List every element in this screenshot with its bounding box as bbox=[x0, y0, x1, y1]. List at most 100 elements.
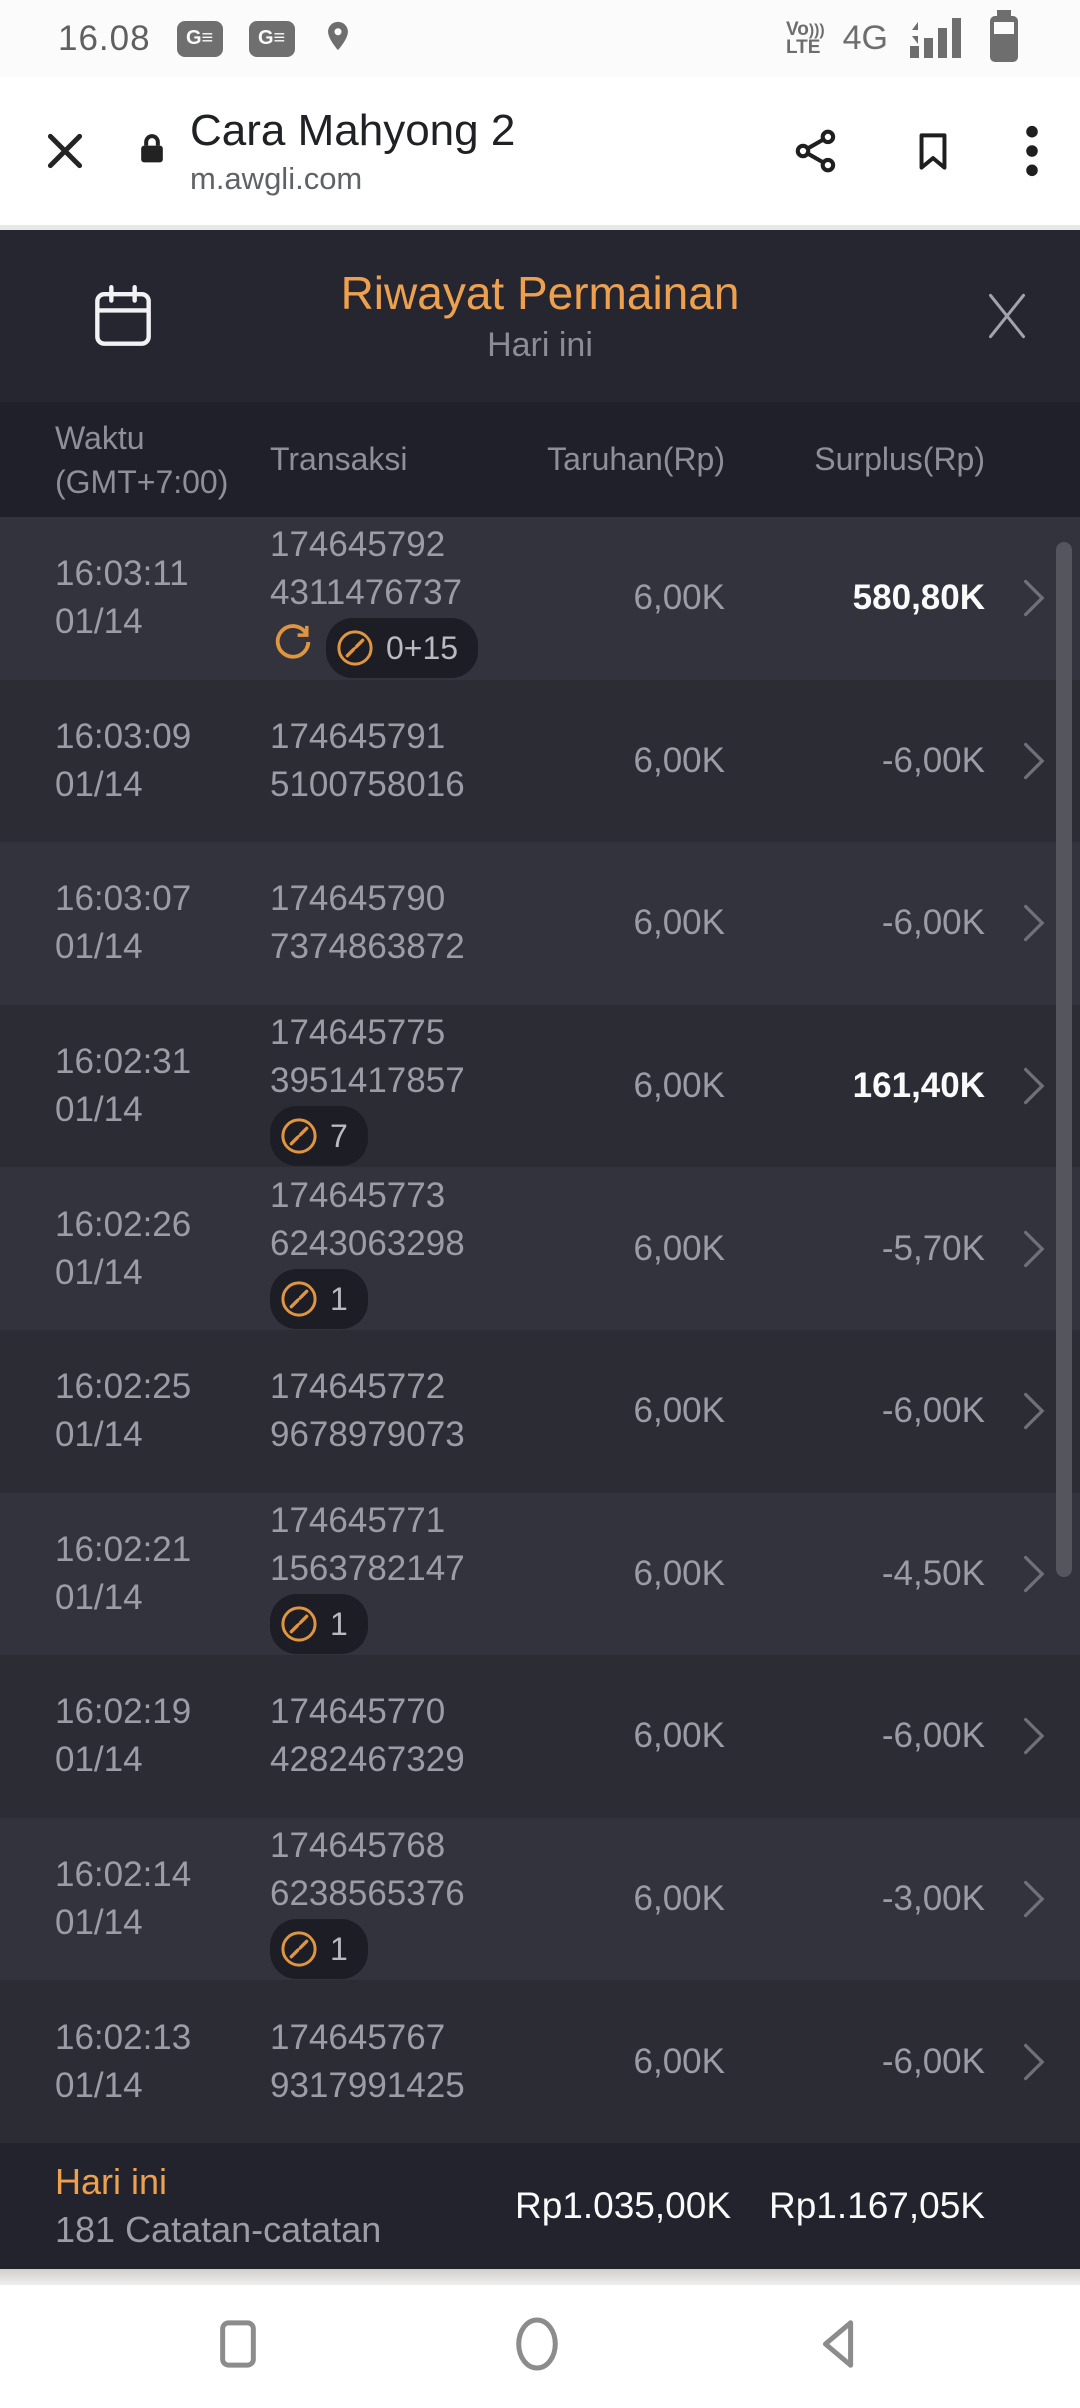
table-row[interactable]: 16:02:19 01/14 174645770 4282467329 6,00… bbox=[0, 1655, 1080, 1818]
table-header-row: Waktu (GMT+7:00) Transaksi Taruhan(Rp) S… bbox=[0, 402, 1080, 517]
overflow-menu-button[interactable] bbox=[1024, 124, 1040, 178]
row-bet: 6,00K bbox=[633, 1228, 725, 1268]
footer-period-label: Hari ini bbox=[55, 2160, 168, 2202]
row-surplus: -6,00K bbox=[881, 740, 985, 780]
column-header-surplus: Surplus(Rp) bbox=[814, 441, 985, 477]
page-title: Cara Mahyong 2 bbox=[190, 106, 516, 155]
share-button[interactable] bbox=[790, 125, 842, 177]
row-transaction: 174645775 3951417857 7 bbox=[215, 1009, 515, 1167]
back-button[interactable] bbox=[813, 2315, 865, 2373]
chevron-right-icon bbox=[985, 1714, 1080, 1758]
row-time: 16:03:07 01/14 bbox=[55, 879, 192, 967]
modal-title: Riwayat Permainan bbox=[340, 267, 740, 319]
row-time: 16:03:11 01/14 bbox=[55, 554, 189, 642]
row-time: 16:02:13 01/14 bbox=[55, 2017, 192, 2105]
chevron-right-icon bbox=[985, 576, 1080, 620]
chevron-right-icon bbox=[985, 1064, 1080, 1108]
row-transaction: 174645768 6238565376 1 bbox=[215, 1822, 515, 1980]
row-surplus: -6,00K bbox=[881, 903, 985, 943]
chevron-right-icon bbox=[985, 901, 1080, 945]
row-transaction: 174645772 9678979073 bbox=[270, 1367, 465, 1455]
signal-bars-icon bbox=[906, 12, 968, 65]
row-bet: 6,00K bbox=[633, 1391, 725, 1431]
row-surplus: -6,00K bbox=[881, 2041, 985, 2081]
footer-total-surplus: Rp1.167,05K bbox=[768, 2184, 985, 2226]
page-url[interactable]: m.awgli.com bbox=[190, 161, 363, 196]
close-tab-button[interactable] bbox=[40, 126, 90, 176]
news-app-icon: G≡ bbox=[176, 20, 223, 57]
row-bet: 6,00K bbox=[633, 578, 725, 618]
table-row[interactable]: 16:02:13 01/14 174645767 9317991425 6,00… bbox=[0, 1980, 1080, 2143]
footer-total-bet: Rp1.035,00K bbox=[515, 2184, 732, 2226]
row-transaction: 174645791 5100758016 bbox=[270, 716, 465, 804]
history-rows: 16:03:11 01/14 174645792 4311476737 bbox=[0, 517, 1080, 2143]
column-header-waktu: Waktu (GMT+7:00) bbox=[55, 419, 229, 500]
chevron-right-icon bbox=[985, 1389, 1080, 1433]
battery-icon bbox=[986, 8, 1022, 69]
row-time: 16:02:26 01/14 bbox=[55, 1204, 192, 1292]
table-row[interactable]: 16:02:31 01/14 174645775 3951417857 7 bbox=[0, 1004, 1080, 1168]
row-bet: 6,00K bbox=[633, 1716, 725, 1756]
row-bet: 6,00K bbox=[633, 1066, 725, 1106]
row-surplus: -3,00K bbox=[881, 1879, 985, 1919]
bookmark-button[interactable] bbox=[908, 124, 958, 178]
row-time: 16:02:31 01/14 bbox=[55, 1042, 192, 1130]
network-type-label: 4G bbox=[842, 19, 888, 57]
row-surplus: -5,70K bbox=[881, 1228, 985, 1268]
table-row[interactable]: 16:02:25 01/14 174645772 9678979073 6,00… bbox=[0, 1329, 1080, 1493]
volte-icon: Vo))) LTE bbox=[785, 19, 825, 58]
location-pin-icon bbox=[321, 15, 355, 62]
row-transaction: 174645792 4311476737 bbox=[215, 521, 515, 679]
table-row[interactable]: 16:02:26 01/14 174645773 6243063298 1 bbox=[0, 1167, 1080, 1330]
free-spin-badge: 1 bbox=[270, 1593, 368, 1654]
browser-toolbar: Cara Mahyong 2 m.awgli.com bbox=[0, 77, 1080, 230]
row-transaction: 174645770 4282467329 bbox=[270, 1692, 465, 1780]
footer-record-count: 181 Catatan-catatan bbox=[55, 2208, 382, 2250]
row-transaction: 174645767 9317991425 bbox=[270, 2017, 465, 2105]
table-row[interactable]: 16:03:11 01/14 174645792 4311476737 bbox=[0, 517, 1080, 680]
home-button[interactable] bbox=[512, 2313, 562, 2375]
free-spin-badge: 1 bbox=[270, 1268, 368, 1329]
table-row[interactable]: 16:03:07 01/14 174645790 7374863872 6,00… bbox=[0, 842, 1080, 1005]
modal-close-icon[interactable] bbox=[974, 283, 1040, 349]
free-spin-badge: 1 bbox=[270, 1919, 368, 1980]
summary-footer: Hari ini 181 Catatan-catatan Rp1.035,00K… bbox=[0, 2142, 1080, 2269]
history-header: Riwayat Permainan Hari ini bbox=[0, 230, 1080, 402]
recents-button[interactable] bbox=[215, 2314, 261, 2374]
status-bar: 16.08 G≡ G≡ Vo))) LTE 4G bbox=[0, 0, 1080, 77]
lock-icon bbox=[132, 125, 172, 178]
row-surplus: -4,50K bbox=[881, 1553, 985, 1593]
row-bet: 6,00K bbox=[633, 1879, 725, 1919]
free-spin-badge: 7 bbox=[270, 1106, 368, 1167]
android-navigation-bar bbox=[0, 2284, 1080, 2403]
free-spin-badge: 0+15 bbox=[326, 618, 479, 679]
row-bet: 6,00K bbox=[633, 1553, 725, 1593]
row-bet: 6,00K bbox=[633, 903, 725, 943]
chevron-right-icon bbox=[985, 1552, 1080, 1596]
row-bet: 6,00K bbox=[633, 740, 725, 780]
row-surplus: -6,00K bbox=[881, 1716, 985, 1756]
modal-subtitle: Hari ini bbox=[487, 326, 593, 364]
row-time: 16:02:25 01/14 bbox=[55, 1367, 192, 1455]
table-row[interactable]: 16:03:09 01/14 174645791 5100758016 6,00… bbox=[0, 679, 1080, 843]
row-transaction: 174645771 1563782147 1 bbox=[215, 1497, 515, 1654]
row-time: 16:03:09 01/14 bbox=[55, 716, 192, 804]
column-header-taruhan: Taruhan(Rp) bbox=[547, 441, 725, 477]
chevron-right-icon bbox=[985, 1227, 1080, 1271]
history-panel: Riwayat Permainan Hari ini Waktu (GMT+7:… bbox=[0, 230, 1080, 2269]
row-surplus: 580,80K bbox=[852, 578, 985, 618]
scrollbar-thumb[interactable] bbox=[1056, 542, 1072, 1577]
row-transaction: 174645790 7374863872 bbox=[270, 879, 465, 967]
row-time: 16:02:14 01/14 bbox=[55, 1855, 192, 1943]
nav-divider bbox=[0, 2268, 1080, 2285]
respin-icon bbox=[270, 619, 316, 678]
row-time: 16:02:19 01/14 bbox=[55, 1692, 192, 1780]
table-row[interactable]: 16:02:14 01/14 174645768 6238565376 1 bbox=[0, 1817, 1080, 1981]
column-header-transaksi: Transaksi bbox=[270, 441, 408, 477]
news-app-icon: G≡ bbox=[248, 20, 295, 57]
table-row[interactable]: 16:02:21 01/14 174645771 1563782147 1 bbox=[0, 1492, 1080, 1656]
row-time: 16:02:21 01/14 bbox=[55, 1529, 192, 1617]
chevron-right-icon bbox=[985, 739, 1080, 783]
status-clock: 16.08 bbox=[58, 18, 151, 58]
calendar-icon[interactable] bbox=[88, 279, 158, 353]
